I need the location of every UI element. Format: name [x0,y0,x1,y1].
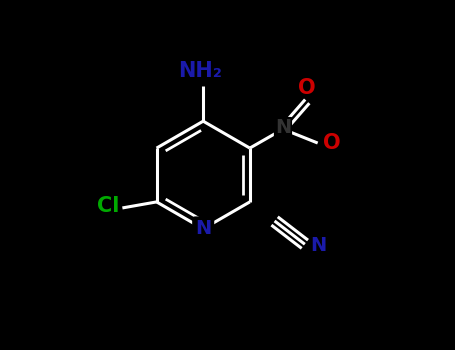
Text: O: O [323,133,340,153]
Text: N: N [275,118,291,137]
Text: NH₂: NH₂ [178,61,222,81]
Text: Cl: Cl [96,196,119,216]
Text: N: N [310,237,326,256]
Text: O: O [298,78,316,98]
Text: N: N [195,219,211,238]
